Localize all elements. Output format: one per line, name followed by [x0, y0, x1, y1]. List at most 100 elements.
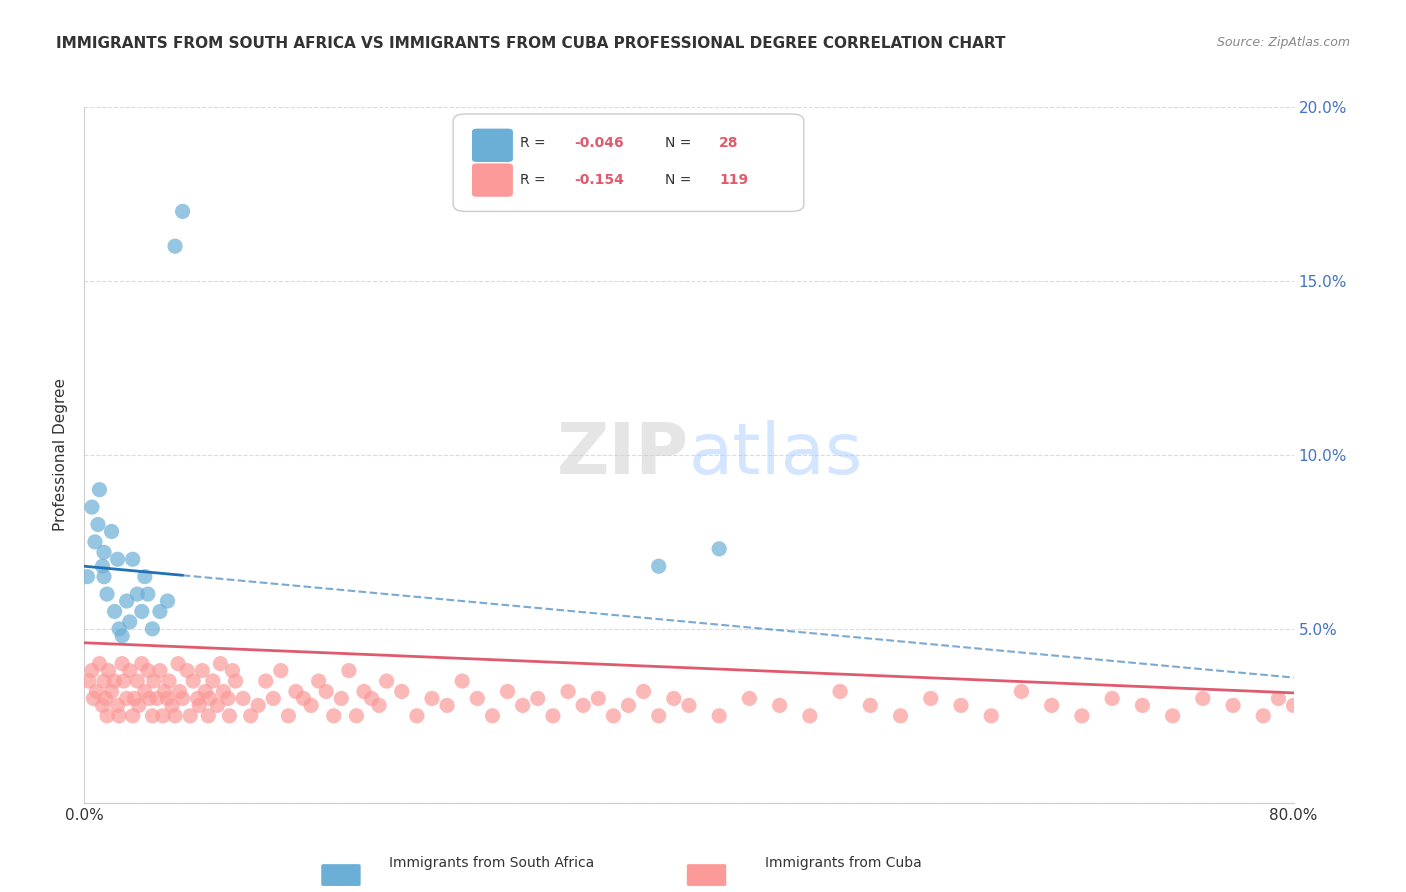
Text: R =: R =	[520, 173, 550, 187]
Point	[111, 629, 134, 643]
Text: -0.046: -0.046	[574, 136, 624, 150]
Point	[572, 698, 595, 713]
Point	[617, 698, 640, 713]
Point	[169, 684, 191, 698]
Point	[138, 691, 160, 706]
Point	[93, 570, 115, 584]
Text: R =: R =	[520, 136, 550, 150]
Point	[100, 684, 122, 698]
Point	[859, 698, 882, 713]
Point	[633, 684, 655, 698]
FancyBboxPatch shape	[453, 114, 804, 211]
Point	[165, 239, 187, 253]
Point	[131, 657, 153, 671]
Point	[89, 483, 111, 497]
Point	[1253, 708, 1275, 723]
Point	[93, 674, 115, 689]
Point	[920, 691, 942, 706]
Point	[167, 657, 190, 671]
Point	[104, 605, 127, 619]
Point	[157, 674, 180, 689]
Point	[1011, 684, 1033, 698]
Point	[648, 708, 671, 723]
Point	[100, 524, 122, 539]
Point	[149, 664, 172, 678]
Point	[152, 708, 174, 723]
Point	[527, 691, 550, 706]
Point	[108, 622, 131, 636]
Point	[375, 674, 398, 689]
FancyBboxPatch shape	[471, 162, 513, 197]
Point	[153, 684, 176, 698]
Point	[156, 594, 179, 608]
Point	[131, 605, 153, 619]
Text: Immigrants from Cuba: Immigrants from Cuba	[765, 855, 922, 870]
Text: IMMIGRANTS FROM SOUTH AFRICA VS IMMIGRANTS FROM CUBA PROFESSIONAL DEGREE CORRELA: IMMIGRANTS FROM SOUTH AFRICA VS IMMIGRAN…	[56, 36, 1005, 51]
Point	[360, 691, 382, 706]
Point	[82, 691, 104, 706]
Point	[353, 684, 375, 698]
Point	[76, 570, 98, 584]
Point	[262, 691, 284, 706]
Point	[207, 698, 229, 713]
Point	[87, 517, 110, 532]
Point	[136, 664, 159, 678]
Point	[247, 698, 270, 713]
Point	[112, 674, 135, 689]
Text: 28: 28	[720, 136, 738, 150]
Point	[1101, 691, 1123, 706]
Point	[239, 708, 262, 723]
Point	[217, 691, 239, 706]
Point	[198, 691, 221, 706]
Point	[91, 698, 114, 713]
Point	[121, 708, 143, 723]
Point	[107, 552, 129, 566]
Point	[136, 587, 159, 601]
Point	[467, 691, 489, 706]
Point	[830, 684, 852, 698]
Point	[406, 708, 429, 723]
Point	[197, 708, 219, 723]
Text: atlas: atlas	[689, 420, 863, 490]
Point	[108, 708, 131, 723]
Point	[77, 674, 100, 689]
Point	[115, 594, 138, 608]
Point	[1192, 691, 1215, 706]
Point	[221, 664, 243, 678]
Point	[451, 674, 474, 689]
Point	[104, 674, 127, 689]
Point	[648, 559, 671, 574]
Point	[118, 615, 141, 629]
Point	[330, 691, 353, 706]
Point	[209, 657, 232, 671]
Point	[96, 587, 118, 601]
Point	[346, 708, 368, 723]
Text: Source: ZipAtlas.com: Source: ZipAtlas.com	[1216, 36, 1350, 49]
Point	[337, 664, 360, 678]
Point	[602, 708, 624, 723]
Point	[134, 684, 156, 698]
Point	[980, 708, 1002, 723]
Point	[142, 674, 165, 689]
Point	[179, 708, 201, 723]
Point	[128, 698, 150, 713]
Point	[950, 698, 973, 713]
Point	[80, 500, 103, 514]
Point	[165, 708, 187, 723]
Point	[799, 708, 821, 723]
Point	[127, 674, 149, 689]
Text: 119: 119	[720, 173, 748, 187]
Point	[481, 708, 503, 723]
Point	[84, 534, 107, 549]
Point	[141, 622, 163, 636]
Point	[80, 664, 103, 678]
Point	[176, 664, 198, 678]
Point	[678, 698, 700, 713]
Point	[588, 691, 610, 706]
Point	[212, 684, 235, 698]
Text: N =: N =	[665, 136, 696, 150]
Point	[107, 698, 129, 713]
Point	[89, 657, 111, 671]
Point	[160, 698, 183, 713]
Point	[1040, 698, 1063, 713]
